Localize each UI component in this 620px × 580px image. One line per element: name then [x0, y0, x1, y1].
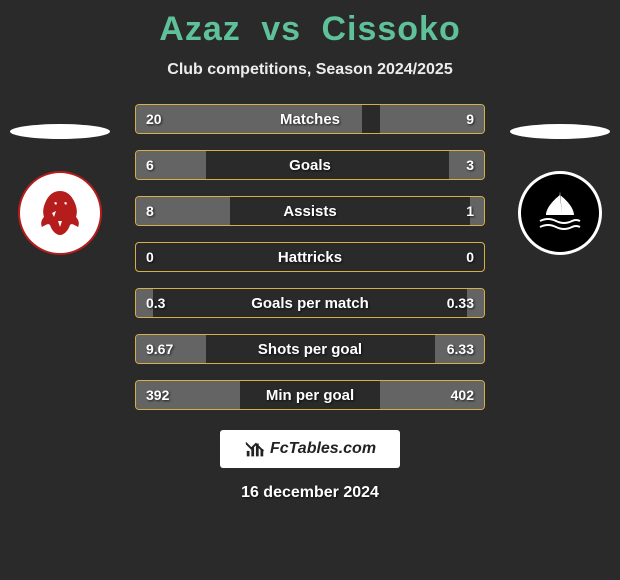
stat-label: Shots per goal	[136, 341, 484, 358]
footer-brand: FcTables.com	[220, 430, 400, 468]
ship-icon	[532, 185, 588, 241]
club-badge-plymouth	[518, 171, 602, 255]
player-b-column	[505, 104, 615, 255]
stat-row: 00Hattricks	[135, 242, 485, 272]
content: 209Matches 63Goals 81Assists 00Hattricks 0.3…	[0, 104, 620, 410]
stat-row: 63Goals	[135, 150, 485, 180]
footer-brand-text: FcTables.com	[270, 440, 376, 458]
player-a-silhouette	[10, 124, 110, 139]
date: 16 december 2024	[0, 484, 620, 502]
stat-label: Goals per match	[136, 295, 484, 312]
player-a-name: Azaz	[159, 10, 240, 48]
stat-label: Assists	[136, 203, 484, 220]
player-b-name: Cissoko	[321, 10, 460, 48]
stat-row: 0.30.33Goals per match	[135, 288, 485, 318]
stat-label: Min per goal	[136, 387, 484, 404]
chart-icon	[244, 438, 266, 460]
club-badge-middlesbrough	[18, 171, 102, 255]
stats-table: 209Matches 63Goals 81Assists 00Hattricks 0.3…	[135, 104, 485, 410]
lion-icon	[30, 183, 90, 243]
stat-row: 392402Min per goal	[135, 380, 485, 410]
title-vs: vs	[261, 10, 301, 48]
comparison-title: Azaz vs Cissoko	[0, 0, 620, 49]
stat-row: 9.676.33Shots per goal	[135, 334, 485, 364]
stat-label: Matches	[136, 111, 484, 128]
player-b-silhouette	[510, 124, 610, 139]
player-a-column	[5, 104, 115, 255]
stat-row: 81Assists	[135, 196, 485, 226]
stat-label: Goals	[136, 157, 484, 174]
stat-label: Hattricks	[136, 249, 484, 266]
stat-row: 209Matches	[135, 104, 485, 134]
subtitle: Club competitions, Season 2024/2025	[0, 61, 620, 79]
